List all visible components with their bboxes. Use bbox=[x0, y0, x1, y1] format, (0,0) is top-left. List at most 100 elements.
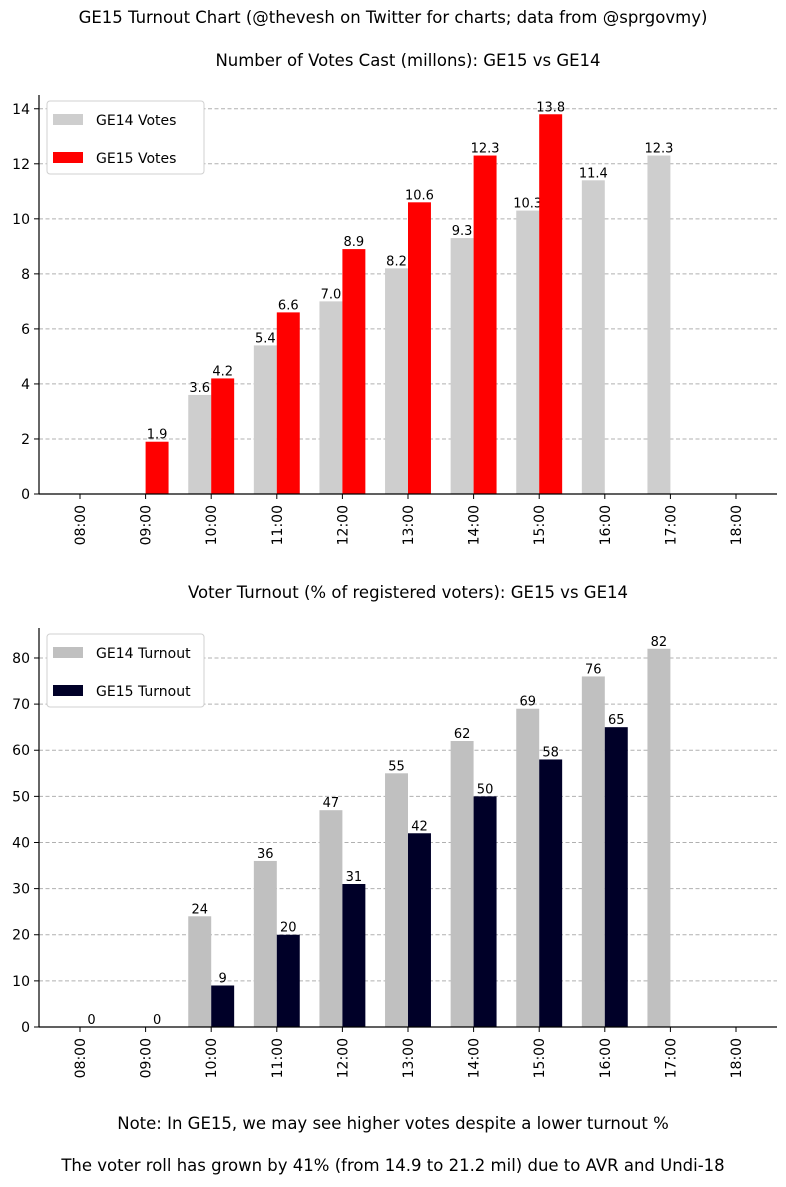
chart1-ytick-label: 6 bbox=[21, 322, 30, 338]
chart2-xtick-label: 15:00 bbox=[532, 1038, 548, 1078]
chart2-ytick-label: 40 bbox=[12, 835, 30, 851]
chart1-bar-ge15 bbox=[211, 378, 235, 494]
chart1-bar-ge14 bbox=[385, 268, 408, 494]
chart1-data-label: 13.8 bbox=[536, 100, 565, 115]
chart1-xtick-label: 11:00 bbox=[270, 505, 286, 545]
chart2-bar-ge15 bbox=[473, 796, 497, 1027]
chart2-ytick-label: 60 bbox=[12, 743, 30, 759]
chart2-xtick-label: 08:00 bbox=[73, 1038, 89, 1078]
chart2-legend-swatch bbox=[53, 647, 83, 658]
chart2-data-label: 69 bbox=[519, 695, 536, 710]
chart1-data-label: 12.3 bbox=[644, 142, 673, 157]
chart2-bar-ge14 bbox=[253, 860, 277, 1027]
chart2-legend-label: GE14 Turnout bbox=[96, 646, 191, 662]
chart2-data-label: 0 bbox=[153, 1013, 161, 1028]
chart1-ytick-label: 0 bbox=[21, 487, 30, 503]
chart1-bar-ge15 bbox=[276, 312, 300, 494]
chart2-xtick-label: 17:00 bbox=[663, 1038, 679, 1078]
chart1-xtick-label: 15:00 bbox=[532, 505, 548, 545]
chart1-bar-ge14 bbox=[516, 210, 540, 494]
chart2-data-label: 55 bbox=[388, 759, 405, 774]
chart1-data-label: 12.3 bbox=[471, 142, 500, 157]
chart1-xtick-label: 18:00 bbox=[729, 505, 745, 545]
chart1-data-label: 11.4 bbox=[579, 166, 608, 181]
chart2-legend-label: GE15 Turnout bbox=[96, 684, 191, 700]
chart2-bar-ge14 bbox=[647, 648, 671, 1027]
chart2-ytick-label: 0 bbox=[21, 1020, 30, 1036]
chart1-legend-swatch bbox=[53, 152, 83, 163]
chart2-xtick-label: 09:00 bbox=[139, 1038, 155, 1078]
chart1-legend-box bbox=[46, 100, 205, 175]
chart2-data-label: 24 bbox=[191, 902, 208, 917]
chart1-ytick-label: 12 bbox=[12, 157, 30, 173]
chart1-bar-ge15 bbox=[145, 441, 169, 494]
chart1-data-label: 10.3 bbox=[513, 197, 542, 212]
chart2-ytick-label: 80 bbox=[12, 651, 30, 667]
chart2-bar-ge14 bbox=[188, 916, 212, 1027]
chart1-data-label: 10.6 bbox=[405, 188, 434, 203]
chart2-bar-ge14 bbox=[450, 741, 474, 1027]
chart2-ytick-label: 30 bbox=[12, 882, 30, 898]
chart2-data-label: 65 bbox=[608, 713, 625, 728]
chart1-xtick-label: 10:00 bbox=[204, 505, 220, 545]
note-line-1: Note: In GE15, we may see higher votes d… bbox=[117, 1114, 669, 1133]
chart1-xtick-label: 12:00 bbox=[335, 505, 351, 545]
chart2-data-label: 62 bbox=[454, 727, 471, 742]
chart1-data-label: 6.6 bbox=[278, 298, 299, 313]
chart2-xtick-label: 12:00 bbox=[335, 1038, 351, 1078]
chart1-bar-ge14 bbox=[647, 155, 671, 494]
chart1-bar-ge14 bbox=[319, 301, 343, 494]
chart2-bar-ge14 bbox=[319, 810, 343, 1027]
chart2-data-label: 82 bbox=[651, 635, 668, 650]
chart2-data-label: 36 bbox=[257, 847, 274, 862]
chart1-xtick-label: 16:00 bbox=[598, 505, 614, 545]
chart2-ytick-label: 50 bbox=[12, 789, 30, 805]
chart1-legend-label: GE14 Votes bbox=[96, 113, 176, 129]
chart1-ytick-label: 10 bbox=[12, 212, 30, 228]
chart2-data-label: 20 bbox=[280, 921, 297, 936]
chart2-data-label: 58 bbox=[542, 745, 559, 760]
chart1-xtick-label: 13:00 bbox=[401, 505, 417, 545]
chart1-xtick-label: 08:00 bbox=[73, 505, 89, 545]
chart2-data-label: 76 bbox=[585, 662, 602, 677]
figure-title: GE15 Turnout Chart (@thevesh on Twitter … bbox=[78, 8, 708, 27]
chart1-bar-ge14 bbox=[188, 394, 212, 494]
chart1-data-label: 5.4 bbox=[255, 331, 276, 346]
chart1-data-label: 8.9 bbox=[344, 235, 365, 250]
chart1-legend-label: GE15 Votes bbox=[96, 151, 176, 167]
chart1-xtick-label: 17:00 bbox=[663, 505, 679, 545]
chart1-xtick-label: 14:00 bbox=[467, 505, 483, 545]
chart2-data-label: 47 bbox=[323, 796, 340, 811]
chart1-xtick-label: 09:00 bbox=[139, 505, 155, 545]
chart2-title: Voter Turnout (% of registered voters): … bbox=[188, 583, 628, 602]
chart1-legend-swatch bbox=[53, 114, 83, 125]
chart2-xtick-label: 13:00 bbox=[401, 1038, 417, 1078]
chart1-data-label: 1.9 bbox=[147, 428, 168, 443]
chart2-data-label: 42 bbox=[411, 819, 428, 834]
chart2-xtick-label: 16:00 bbox=[598, 1038, 614, 1078]
chart1-bar-ge15 bbox=[342, 249, 366, 494]
chart1-bar-ge14 bbox=[581, 180, 605, 494]
chart2-legend-swatch bbox=[53, 685, 83, 696]
chart2-ytick-label: 20 bbox=[12, 928, 30, 944]
chart2-bar-ge14 bbox=[516, 708, 540, 1027]
chart1-data-label: 3.6 bbox=[189, 381, 210, 396]
chart1-ytick-label: 2 bbox=[21, 432, 30, 448]
chart2-bar-ge14 bbox=[385, 773, 408, 1027]
chart2-xtick-label: 14:00 bbox=[467, 1038, 483, 1078]
chart2-data-label: 31 bbox=[346, 870, 363, 885]
chart2-xtick-label: 18:00 bbox=[729, 1038, 745, 1078]
chart2-xtick-label: 10:00 bbox=[204, 1038, 220, 1078]
chart1-title: Number of Votes Cast (millons): GE15 vs … bbox=[215, 51, 600, 70]
chart2-bar-ge15 bbox=[604, 727, 628, 1027]
chart2-data-label: 0 bbox=[87, 1013, 95, 1028]
chart2-ytick-label: 10 bbox=[12, 974, 30, 990]
chart1-bar-ge14 bbox=[450, 238, 474, 494]
chart2-bar-ge15 bbox=[408, 833, 431, 1027]
chart2-bar-ge15 bbox=[211, 985, 235, 1027]
chart1-bar-ge15 bbox=[473, 155, 497, 494]
chart1-data-label: 8.2 bbox=[386, 254, 407, 269]
chart1-bar-ge14 bbox=[253, 345, 277, 494]
chart2-ytick-label: 70 bbox=[12, 697, 30, 713]
